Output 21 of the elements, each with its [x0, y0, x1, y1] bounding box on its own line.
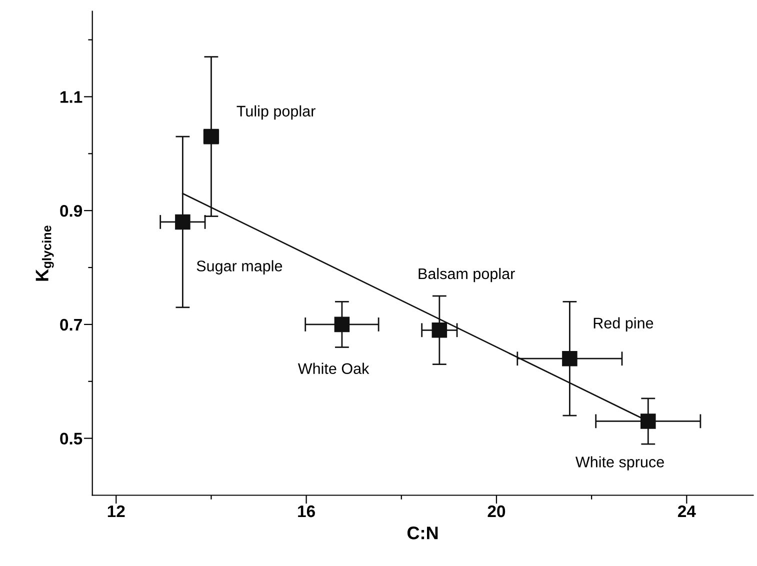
x-tick-label: 20 [488, 505, 506, 518]
annotation: White spruce [576, 456, 664, 470]
annotation: Sugar maple [196, 260, 282, 274]
y-tick-label: 1.1 [60, 91, 82, 103]
x-tick-label: 12 [108, 505, 125, 518]
annotation: Red pine [594, 317, 654, 332]
annotation: Balsam poplar [418, 268, 515, 282]
annotation: Tulip poplar [236, 105, 316, 120]
point [334, 316, 350, 332]
x-tick-label: 16 [298, 505, 315, 518]
point [562, 350, 578, 366]
point [432, 322, 448, 338]
y-axis-title: K$_{glycine}$ [36, 226, 54, 281]
x-tick-label: 24 [678, 505, 696, 518]
y-tick-label: 0.5 [60, 432, 82, 445]
annotation: White Oak [298, 362, 370, 374]
point [175, 214, 190, 230]
point [640, 414, 656, 429]
y-tick-label: 0.9 [60, 204, 82, 217]
x-axis-title: C:N [407, 526, 438, 540]
y-tick-label: 0.7 [60, 318, 82, 331]
